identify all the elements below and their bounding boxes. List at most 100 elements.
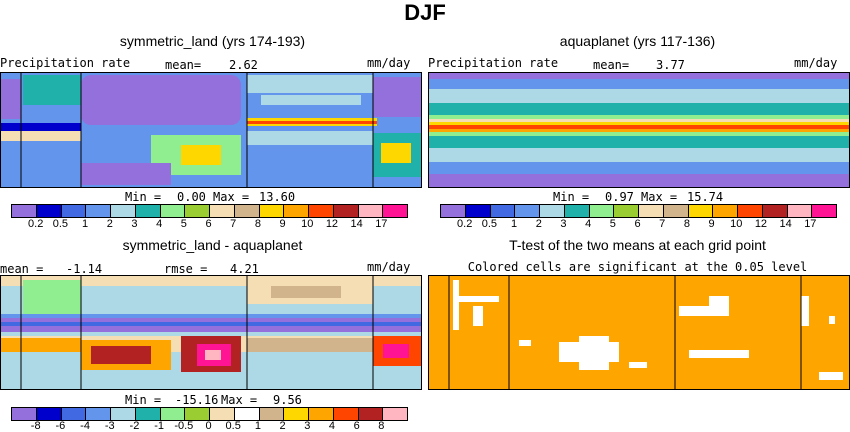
panel3-colorbar-ticks-label: -0.5 (174, 420, 194, 432)
panel3-colorbar-swatch (210, 408, 235, 420)
panel3-colorbar-ticks-label: 0 (205, 420, 212, 432)
panel4-title: T-test of the two means at each grid poi… (509, 237, 766, 253)
panel3-colorbar-swatch (86, 408, 111, 420)
panel3-colorbar-swatch (358, 408, 384, 420)
panel3-max-value: 9.56 (273, 393, 302, 407)
panel1-colorbar-ticks-label: 14 (350, 218, 363, 230)
panel1-map (0, 72, 422, 188)
panel3-colorbar-ticks-label: 1 (254, 420, 261, 432)
panel3-rmse-label: rmse = (164, 262, 208, 276)
panel2-colorbar-swatch (441, 205, 466, 217)
panel1-colorbar-swatch (36, 205, 62, 217)
figure-title: DJF (404, 0, 446, 25)
panel1-colorbar-ticks-label: 1 (82, 218, 89, 230)
panel2-variable-label: Precipitation rate (428, 56, 559, 70)
panel2-colorbar-ticks: 0.2 0.5 1 2 3 4 5 6 7 8 9 10 12 14 17 (440, 218, 835, 230)
panel2-title: aquaplanet (yrs 117-136) (559, 33, 716, 49)
panel1-colorbar-swatch (185, 205, 210, 217)
panel2-colorbar-ticks-label: 8 (683, 218, 690, 230)
panel1-colorbar-ticks-label: 5 (180, 218, 187, 230)
panel1-colorbar-swatch (210, 205, 235, 217)
panel3-colorbar-swatch (111, 408, 136, 420)
panel2-map (428, 72, 850, 188)
panel2-colorbar-ticks-label: 6 (634, 218, 641, 230)
panel3-min-label: Min = (125, 393, 162, 407)
panel2-colorbar (440, 204, 837, 218)
panel4-subtitle: Colored cells are significant at the 0.0… (467, 260, 808, 274)
panel3-colorbar-ticks-label: -3 (104, 420, 115, 432)
panel2-colorbar-swatch (663, 205, 689, 217)
panel1-colorbar-ticks-label: 10 (301, 218, 314, 230)
panel2-colorbar-swatch (564, 205, 590, 217)
panel2-mean-label: mean= (593, 58, 630, 72)
panel2-colorbar-swatch (787, 205, 813, 217)
panel3-colorbar-ticks-label: -8 (30, 420, 41, 432)
panel1-mean-value: 2.62 (229, 58, 258, 72)
panel2-colorbar-swatch (688, 205, 714, 217)
panel2-colorbar-ticks-label: 4 (585, 218, 592, 230)
panel1-colorbar-swatch (61, 205, 87, 217)
panel2-colorbar-ticks-label: 2 (535, 218, 542, 230)
panel3-colorbar-swatch (309, 408, 334, 420)
panel3-map (0, 275, 422, 390)
panel1-colorbar-ticks-label: 8 (254, 218, 261, 230)
panel1-colorbar-swatch (309, 205, 334, 217)
panel2-max-value: 15.74 (687, 190, 724, 204)
panel3-colorbar-ticks-label: 3 (304, 420, 311, 432)
panel1-colorbar-swatch (86, 205, 111, 217)
panel1-colorbar-ticks-label: 12 (325, 218, 339, 230)
panel1-colorbar-ticks-label: 7 (230, 218, 237, 230)
panel2-units: mm/day (794, 56, 838, 70)
panel3-mean-value: -1.14 (66, 262, 103, 276)
panel4-map-svg (429, 276, 849, 389)
panel3-rmse-value: 4.21 (230, 262, 259, 276)
panel3-colorbar (11, 407, 408, 421)
panel1-colorbar-ticks-label: 17 (375, 218, 388, 230)
panel2-colorbar-ticks-label: 0.5 (481, 218, 498, 230)
panel1-map-svg (1, 73, 421, 187)
panel2-colorbar-ticks-label: 9 (708, 218, 715, 230)
panel3-colorbar-ticks: -8 -6 -4 -3 -2 -1 -0.5 0 0.5 1 2 3 4 6 8 (11, 420, 406, 432)
panel2-colorbar-swatch (738, 205, 763, 217)
panel2-min-label: Min = (553, 190, 590, 204)
panel1-colorbar-swatch (12, 205, 37, 217)
panel1-colorbar-ticks-label: 3 (131, 218, 138, 230)
panel2-min-value: 0.97 (605, 190, 634, 204)
panel2-max-label: Max = (641, 190, 678, 204)
panel1-colorbar-ticks-label: 6 (205, 218, 212, 230)
panel3-colorbar-ticks-label: 2 (279, 420, 286, 432)
panel1-colorbar-ticks-label: 4 (156, 218, 163, 230)
panel1-colorbar-swatch (111, 205, 136, 217)
panel2-colorbar-ticks-label: 10 (730, 218, 743, 230)
panel3-colorbar-ticks-label: 4 (328, 420, 335, 432)
panel3-colorbar-ticks-label: 0.5 (225, 420, 241, 432)
panel2-colorbar-swatch (490, 205, 516, 217)
panel2-colorbar-swatch (614, 205, 639, 217)
panel3-colorbar-swatch (135, 408, 161, 420)
panel1-colorbar-swatch (358, 205, 384, 217)
panel2-colorbar-ticks-label: 0.2 (457, 218, 473, 230)
panel2-colorbar-ticks-label: 3 (560, 218, 567, 230)
panel1-colorbar-ticks-label: 0.2 (28, 218, 44, 230)
panel3-colorbar-swatch (36, 408, 62, 420)
panel2-colorbar-swatch (465, 205, 491, 217)
panel3-min-value: -15.16 (175, 393, 219, 407)
panel3-colorbar-swatch (234, 408, 260, 420)
panel3-title: symmetric_land - aquaplanet (122, 237, 303, 253)
panel1-colorbar-swatch (135, 205, 161, 217)
panel2-colorbar-ticks-label: 5 (609, 218, 616, 230)
panel1-mean-label: mean= (165, 58, 202, 72)
panel3-colorbar-ticks-label: -4 (80, 420, 90, 432)
panel2-colorbar-swatch (589, 205, 615, 217)
panel3-colorbar-ticks-label: 8 (378, 420, 385, 432)
panel4-map (428, 275, 850, 390)
panel3-colorbar-swatch (12, 408, 37, 420)
panel3-mean-label: mean = (0, 262, 44, 276)
panel1-colorbar-ticks-label: 9 (279, 218, 286, 230)
panel2-colorbar-swatch (713, 205, 738, 217)
panel3-colorbar-swatch (383, 408, 407, 420)
panel2-colorbar-swatch (540, 205, 565, 217)
panel1-colorbar-ticks-label: 2 (106, 218, 113, 230)
panel2-colorbar-ticks-label: 1 (511, 218, 518, 230)
panel3-colorbar-ticks-label: -6 (55, 420, 66, 432)
